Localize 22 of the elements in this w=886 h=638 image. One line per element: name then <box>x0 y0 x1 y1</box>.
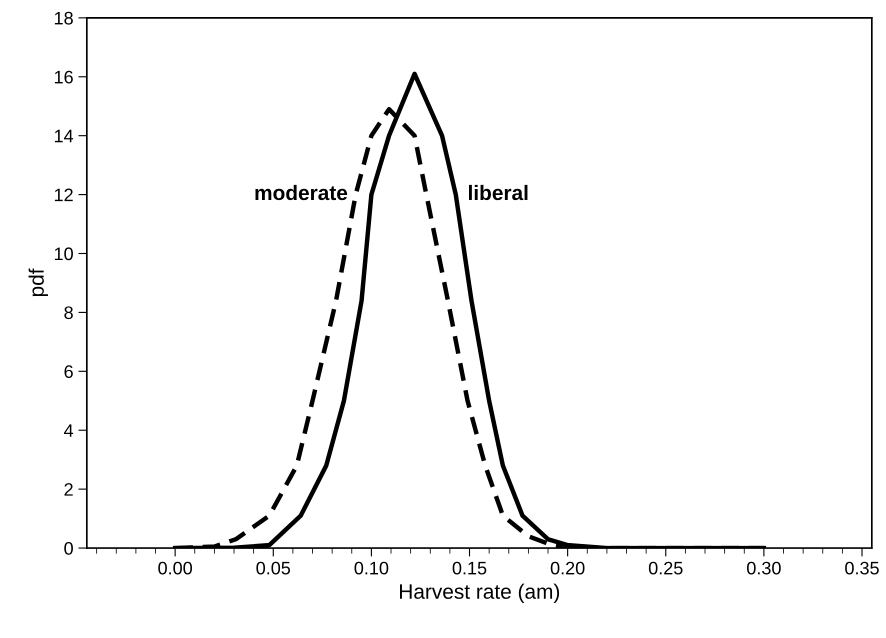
y-tick-label: 10 <box>54 247 73 260</box>
y-tick-label: 6 <box>64 365 73 378</box>
x-tick-label: 0.15 <box>452 562 486 574</box>
x-axis-title: Harvest rate (am) <box>400 584 560 604</box>
y-axis-title: pdf <box>28 268 48 296</box>
y-tick-label: 0 <box>64 542 73 555</box>
x-tick-label: 0.00 <box>158 562 192 574</box>
y-tick-label: 4 <box>64 424 74 437</box>
y-tick-label: 12 <box>54 188 73 202</box>
series-label: moderate <box>255 184 348 200</box>
y-tick-label: 14 <box>54 130 74 142</box>
x-tick-label: 0.30 <box>747 562 781 574</box>
x-tick-label: 0.20 <box>550 562 585 574</box>
x-tick-label: 0.10 <box>354 562 388 574</box>
y-tick-label: 18 <box>54 12 73 25</box>
y-tick-label: 2 <box>64 483 73 496</box>
y-tick-label: 16 <box>54 70 73 84</box>
x-tick-label: 0.05 <box>256 562 290 574</box>
x-tick-label: 0.35 <box>845 562 879 574</box>
y-tick-label: 8 <box>64 306 73 320</box>
x-tick-label: 0.25 <box>648 562 683 574</box>
series-label: liberal <box>469 184 528 200</box>
